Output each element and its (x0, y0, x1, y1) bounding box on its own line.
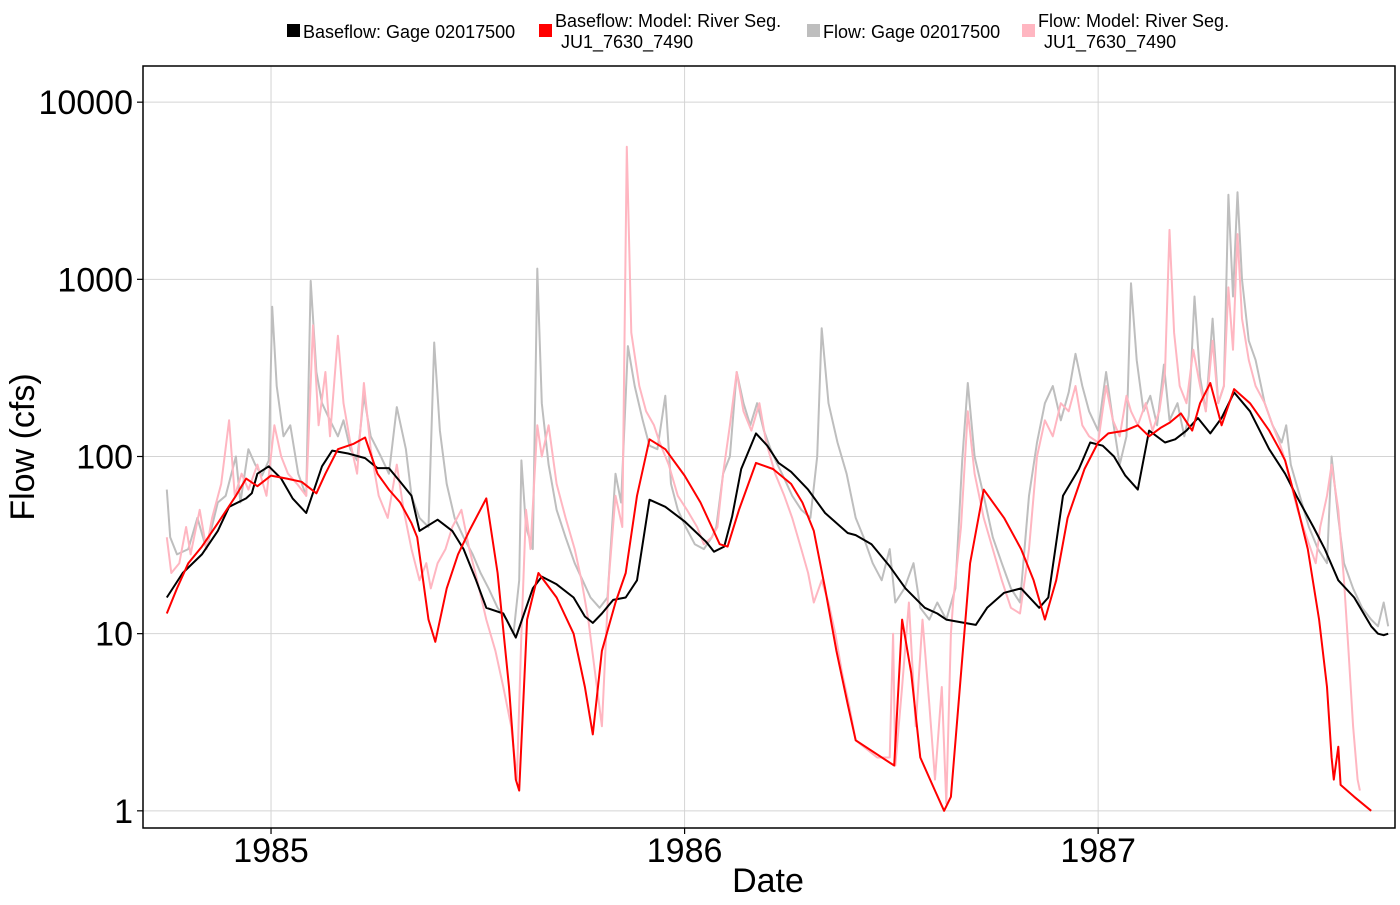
series-line-3 (165, 382, 1372, 812)
legend-label-line-1-0: Baseflow: Model: River Seg. (555, 11, 781, 31)
y-axis-title: Flow (cfs) (4, 373, 42, 520)
legend-label-line-2-0: Flow: Gage 02017500 (823, 22, 1000, 42)
series-line-2 (165, 391, 1389, 639)
legend-label-2: Flow: Gage 02017500 (823, 22, 1000, 42)
grid-lines (143, 66, 1395, 828)
legend-label-line-3-1: JU1_7630_7490 (1044, 32, 1176, 53)
legend-label-1: Baseflow: Model: River Seg. JU1_7630_7490 (555, 11, 781, 53)
plot-area (165, 145, 1390, 812)
legend-label-0: Baseflow: Gage 02017500 (303, 22, 515, 42)
series-line-1 (165, 145, 1361, 805)
y-tick-label-1: 10 (95, 616, 133, 654)
legend-label-line-3-0: Flow: Model: River Seg. (1038, 11, 1229, 31)
x-tick-label-1: 1986 (647, 832, 723, 870)
y-axis: 1 10 100 1000 10000 (38, 84, 143, 831)
legend-key-1 (539, 24, 552, 37)
legend-item-2: Flow: Gage 02017500 (807, 22, 1000, 42)
x-tick-label-2: 1987 (1060, 832, 1136, 870)
legend-item-1: Baseflow: Model: River Seg. JU1_7630_7490 (539, 11, 781, 53)
y-tick-label-2: 100 (76, 438, 133, 476)
x-tick-label-0: 1985 (233, 832, 309, 870)
legend-label-line-0-0: Baseflow: Gage 02017500 (303, 22, 515, 42)
x-axis: 1985 1986 1987 (233, 828, 1136, 870)
y-tick-label-0: 1 (114, 793, 133, 831)
series-line-0 (165, 191, 1390, 635)
legend-label-line-1-1: JU1_7630_7490 (561, 32, 693, 53)
legend-item-3: Flow: Model: River Seg. JU1_7630_7490 (1022, 11, 1229, 53)
y-tick-label-3: 1000 (57, 261, 133, 299)
y-tick-label-4: 10000 (38, 84, 133, 122)
legend-key-2 (807, 24, 820, 37)
legend: Baseflow: Gage 02017500 Baseflow: Model: … (287, 11, 1229, 53)
legend-item-0: Baseflow: Gage 02017500 (287, 22, 515, 42)
x-axis-title: Date (732, 862, 804, 900)
panel-border (142, 65, 1396, 829)
legend-key-3 (1022, 24, 1035, 37)
legend-key-0 (287, 24, 300, 37)
legend-label-3: Flow: Model: River Seg. JU1_7630_7490 (1038, 11, 1229, 53)
